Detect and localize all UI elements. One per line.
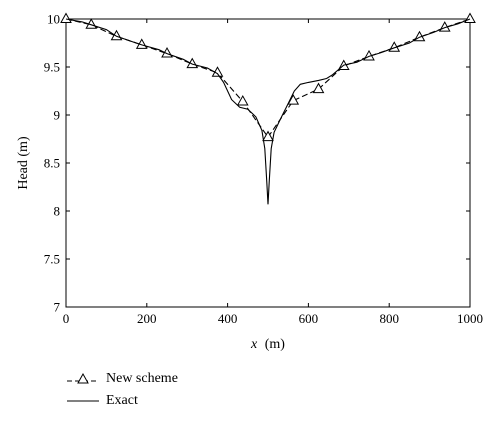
triangle-marker xyxy=(236,95,249,106)
series-new-scheme-line xyxy=(65,18,471,139)
axis-ticks: 0 200 400 600 800 1000 7 7.5 8 8.5 9 9.5 10 xyxy=(44,12,483,327)
y-tick-label: 9.5 xyxy=(44,60,60,75)
triangle-marker xyxy=(60,12,72,23)
y-tick-label: 7.5 xyxy=(44,252,60,267)
triangle-marker xyxy=(464,12,476,23)
x-axis-unit: (m) xyxy=(265,337,286,352)
y-tick-label: 10 xyxy=(47,12,60,27)
dashed-triangle-legend-icon xyxy=(67,372,99,384)
x-tick-label: 600 xyxy=(299,311,319,326)
x-tick-label: 1000 xyxy=(457,311,483,326)
x-tick-label: 400 xyxy=(218,311,238,326)
series-layer xyxy=(60,12,476,205)
plot-frame xyxy=(65,18,471,308)
y-axis-label: Head (m) xyxy=(16,136,31,190)
legend-label-exact: Exact xyxy=(106,393,138,408)
legend-item-new-scheme: New scheme xyxy=(66,368,178,390)
y-tick-label: 7 xyxy=(54,300,61,315)
y-tick-label: 8 xyxy=(54,204,61,219)
x-tick-label: 0 xyxy=(63,311,70,326)
x-axis-label: x (m) xyxy=(250,337,285,352)
y-tick-label: 8.5 xyxy=(44,156,60,171)
legend: New scheme Exact xyxy=(66,368,178,412)
x-tick-label: 800 xyxy=(379,311,399,326)
series-exact-line xyxy=(65,18,471,205)
solid-line-legend-icon xyxy=(67,400,99,402)
triangle-marker xyxy=(287,94,300,105)
x-axis-variable: x xyxy=(250,337,258,352)
x-tick-label: 200 xyxy=(137,311,157,326)
legend-item-exact: Exact xyxy=(66,390,178,412)
legend-label-new-scheme: New scheme xyxy=(106,371,178,386)
triangle-marker xyxy=(312,82,325,94)
y-tick-label: 9 xyxy=(54,108,61,123)
triangle-marker xyxy=(262,130,274,142)
